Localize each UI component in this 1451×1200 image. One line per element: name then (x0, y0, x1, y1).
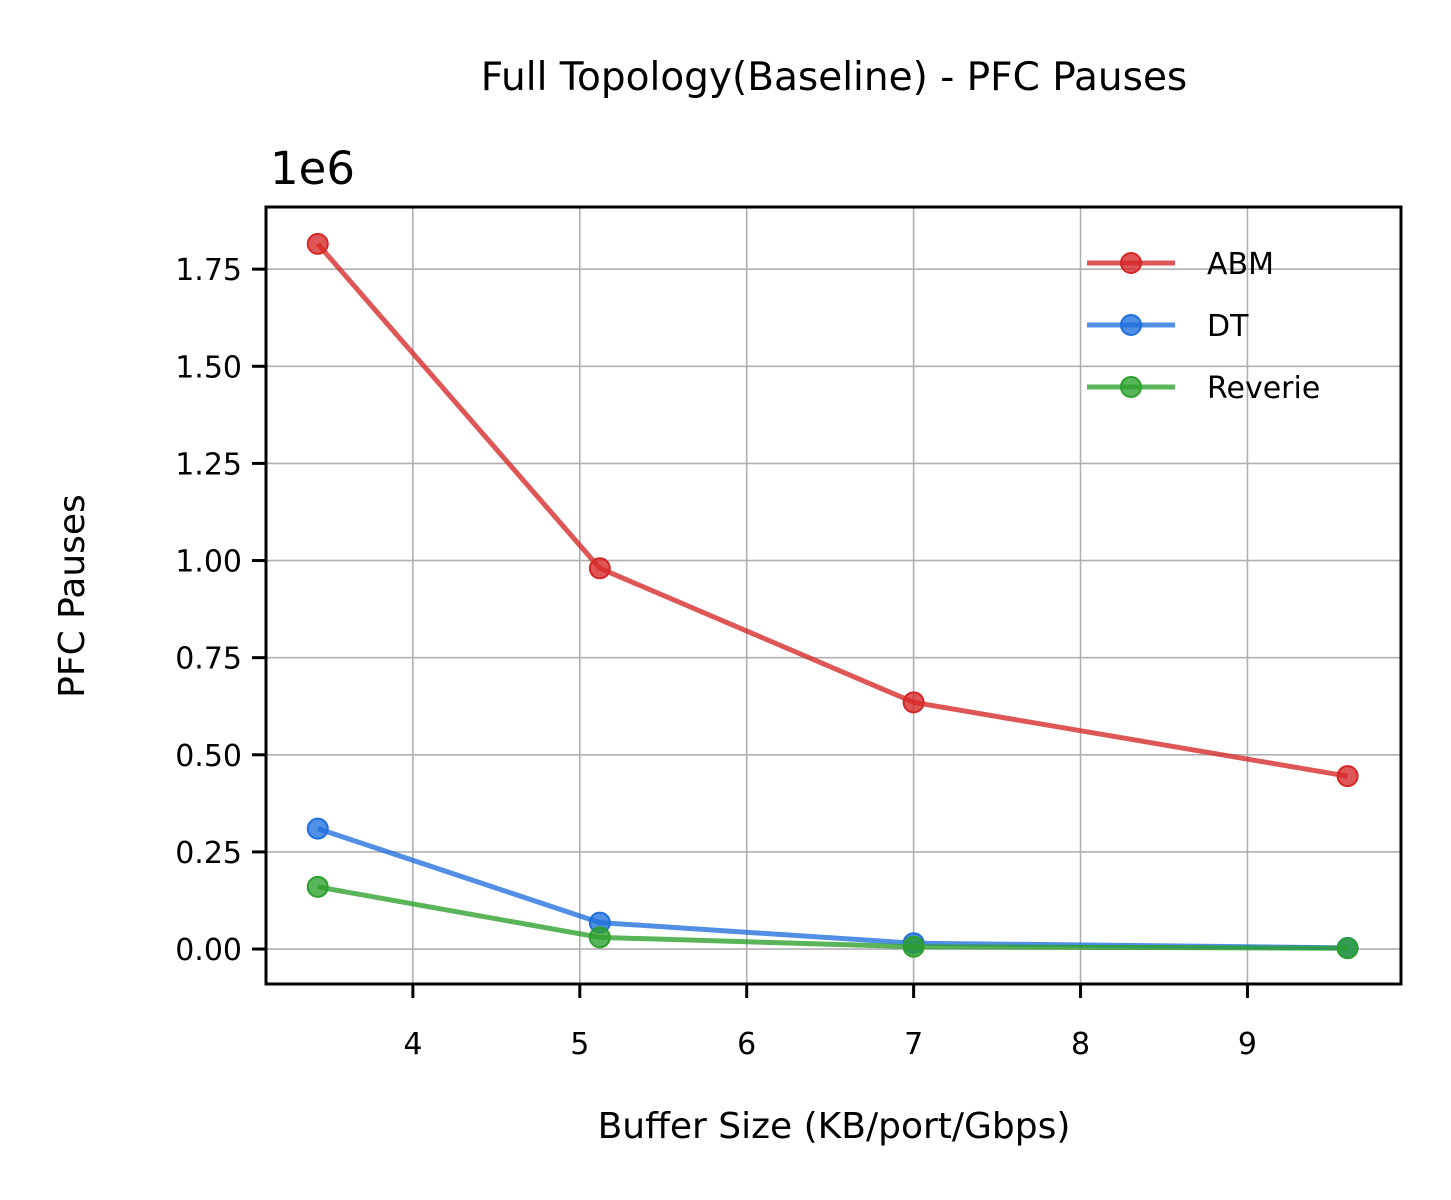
x-tick-label: 8 (1071, 1027, 1090, 1062)
series-abm (306, 232, 1359, 788)
series-layer (306, 232, 1359, 960)
legend-item-abm: ABM (1087, 247, 1274, 282)
x-tick-label: 7 (904, 1027, 923, 1062)
legend-marker (1120, 376, 1142, 398)
data-point (902, 935, 925, 958)
series-dt (306, 817, 1359, 959)
y-offset-label: 1e6 (270, 142, 355, 195)
legend-item-dt: DT (1087, 309, 1249, 344)
grid (266, 207, 1401, 984)
series-reverie (306, 875, 1359, 960)
y-tick-label: 1.00 (175, 545, 242, 580)
y-tick-label: 1.25 (175, 447, 242, 482)
chart-title: Full Topology(Baseline) - PFC Pauses (481, 55, 1188, 100)
legend-label: DT (1207, 309, 1249, 344)
data-point (306, 232, 329, 255)
x-tick-label: 6 (737, 1027, 756, 1062)
x-tick-label: 9 (1238, 1027, 1257, 1062)
data-point (588, 557, 611, 580)
y-tick-label: 0.00 (175, 933, 242, 968)
legend-label: Reverie (1207, 371, 1320, 406)
x-tick-label: 4 (403, 1027, 422, 1062)
x-axis-label: Buffer Size (KB/port/Gbps) (598, 1106, 1071, 1147)
y-tick-label: 1.75 (175, 253, 242, 288)
legend-item-reverie: Reverie (1087, 371, 1320, 406)
series-line (317, 884, 1348, 951)
y-tick-label: 0.25 (175, 836, 242, 871)
legend: ABM DT Reverie (1087, 247, 1320, 406)
y-axis: 0.00 0.25 0.50 0.75 1.00 1.25 1.50 1.75 (175, 253, 266, 968)
legend-marker (1120, 314, 1142, 336)
legend-marker (1120, 252, 1142, 274)
data-point (588, 926, 611, 949)
y-tick-label: 0.75 (175, 642, 242, 677)
data-point (1336, 765, 1359, 788)
y-axis-label: PFC Pauses (52, 494, 93, 698)
x-axis: 4 5 6 7 8 9 (403, 984, 1257, 1062)
series-line (316, 826, 1348, 951)
data-point (902, 691, 925, 714)
plot-frame (264, 205, 1403, 986)
y-tick-label: 0.50 (175, 739, 242, 774)
series-line (315, 242, 1349, 779)
data-point (306, 817, 329, 840)
x-tick-label: 5 (570, 1027, 589, 1062)
y-tick-label: 1.50 (175, 350, 242, 385)
data-point (1336, 937, 1359, 960)
data-point (306, 875, 329, 898)
legend-label: ABM (1207, 247, 1274, 282)
